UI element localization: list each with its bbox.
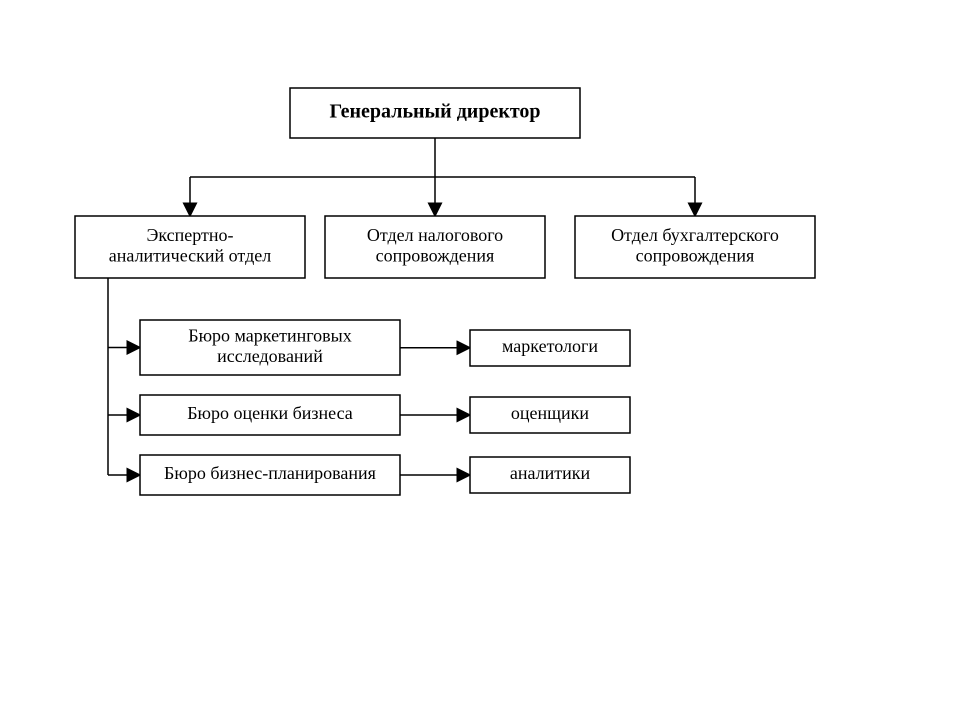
node-label: Бюро маркетинговых (188, 325, 352, 345)
node-label: аналитический отдел (109, 245, 271, 265)
node-label: сопровождения (636, 245, 755, 265)
node-label: Бюро оценки бизнеса (187, 403, 353, 423)
node-bureau2: Бюро оценки бизнеса (140, 395, 400, 435)
node-bureau1: Бюро маркетинговыхисследований (140, 320, 400, 375)
node-label: Отдел бухгалтерского (611, 225, 779, 245)
org-chart: Генеральный директор Экспертно-аналитичес… (0, 0, 960, 720)
node-role3: аналитики (470, 457, 630, 493)
node-bureau3: Бюро бизнес-планирования (140, 455, 400, 495)
node-ceo: Генеральный директор (290, 88, 580, 138)
node-dept2: Отдел налоговогосопровождения (325, 216, 545, 278)
node-label: Отдел налогового (367, 225, 503, 245)
node-label: сопровождения (376, 245, 495, 265)
node-label: оценщики (511, 403, 589, 423)
node-label: маркетологи (502, 336, 598, 356)
node-role1: маркетологи (470, 330, 630, 366)
node-label: Бюро бизнес-планирования (164, 463, 376, 483)
node-label: аналитики (510, 463, 591, 483)
node-dept1: Экспертно-аналитический отдел (75, 216, 305, 278)
node-label: исследований (217, 346, 323, 366)
node-role2: оценщики (470, 397, 630, 433)
node-label: Генеральный директор (329, 101, 540, 123)
node-dept3: Отдел бухгалтерскогосопровождения (575, 216, 815, 278)
node-label: Экспертно- (146, 225, 233, 245)
